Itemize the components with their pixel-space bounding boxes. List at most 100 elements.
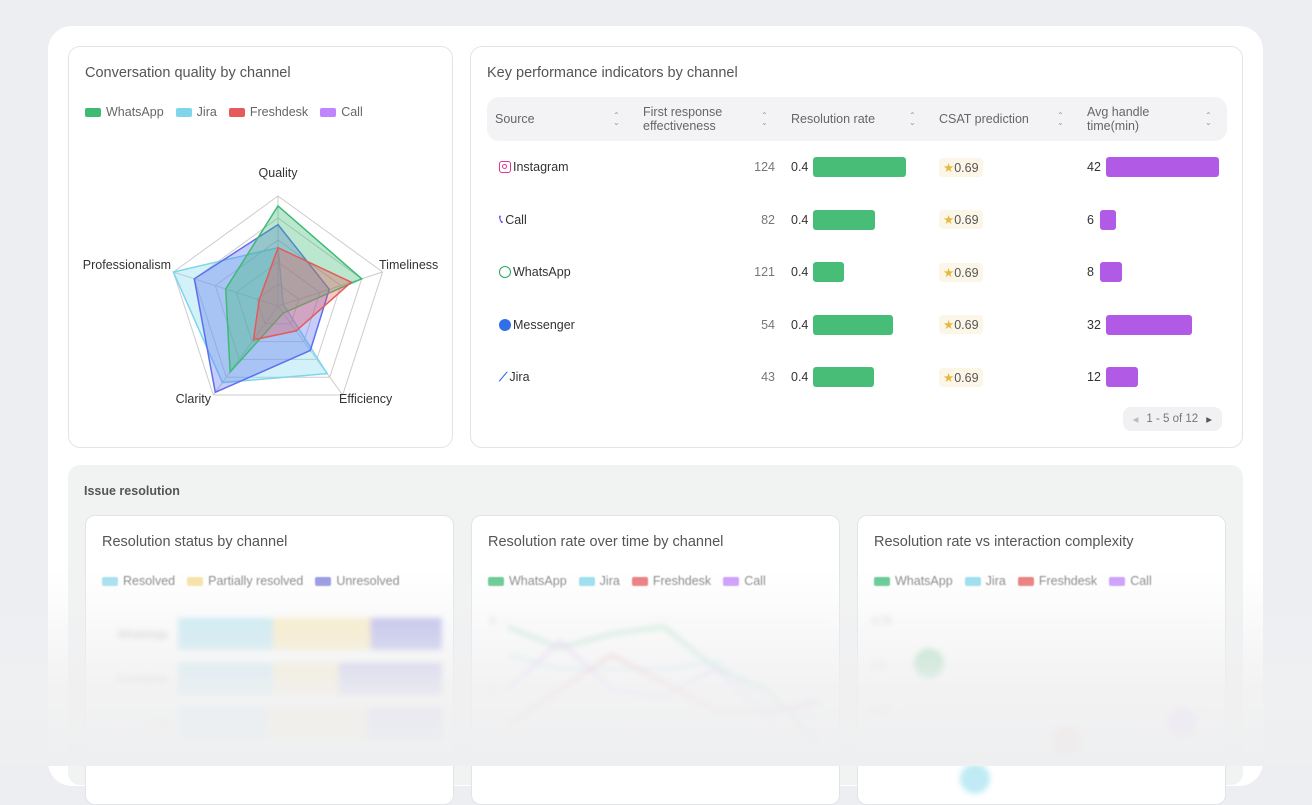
legend-item[interactable]: WhatsApp [874, 574, 953, 588]
sort-icon[interactable]: ⌃ ⌄ [613, 111, 620, 127]
scatter-point[interactable] [960, 763, 990, 794]
stacked-bar-segment[interactable] [178, 663, 274, 695]
radar-series-jira[interactable] [172, 246, 329, 384]
column-resolution-rate[interactable]: Resolution rate [791, 112, 876, 126]
legend-label: Call [744, 574, 766, 588]
radar-grid-ring [172, 195, 384, 396]
legend-item[interactable]: Call [723, 574, 766, 588]
source-name: Messenger [513, 317, 575, 332]
stacked-bar-segment[interactable] [273, 663, 340, 695]
csat-badge: ★0.69 [939, 210, 983, 229]
legend-item[interactable]: Jira [578, 574, 620, 588]
radar-series-whatsapp[interactable] [224, 204, 364, 374]
legend-swatch [85, 107, 101, 117]
stacked-bar-segment[interactable] [178, 618, 274, 650]
line-series[interactable] [507, 653, 821, 720]
card-title: Resolution rate vs interaction complexit… [874, 534, 1134, 550]
scatter-point[interactable] [914, 648, 944, 679]
legend-label: WhatsApp [509, 574, 567, 588]
category-label: WhatsApp [117, 629, 168, 641]
resolution-status-card: Resolution status by channel Resolved Par… [85, 515, 454, 805]
csat-value: 0.69 [954, 160, 979, 175]
scatter-point[interactable] [1052, 726, 1082, 757]
column-first-response[interactable]: First response effectiveness [643, 105, 723, 133]
csat-badge: ★0.69 [939, 262, 983, 282]
sort-icon[interactable]: ⌃ ⌄ [1057, 111, 1064, 127]
column-csat[interactable]: CSAT prediction [939, 112, 1029, 126]
radar-spoke [277, 271, 383, 307]
legend-label: Unresolved [336, 574, 400, 588]
table-row[interactable]: Instagram 124 0.4 ★0.69 42 [487, 152, 1227, 182]
y-tick-label: 1 [490, 686, 496, 697]
table-row[interactable]: ⟋ Jira 43 0.4 ★0.69 12 [487, 362, 1227, 392]
legend-swatch [723, 576, 740, 586]
radar-axis-label: Professionalism [83, 258, 171, 272]
scatter-point[interactable] [1167, 708, 1197, 739]
csat-value: 0.69 [954, 370, 979, 385]
radar-card: Conversation quality by channel WhatsApp… [68, 46, 453, 448]
legend-swatch [578, 576, 595, 586]
table-row[interactable]: Messenger 54 0.4 ★0.69 32 [487, 310, 1227, 340]
legend-item[interactable]: Freshdesk [1017, 574, 1097, 588]
legend-swatch [320, 107, 337, 117]
stacked-bar-segment[interactable] [267, 708, 369, 740]
legend-item[interactable]: Call [320, 105, 363, 119]
radar-axis-label: Quality [259, 166, 299, 180]
stacked-bar-segment[interactable] [273, 618, 371, 650]
legend-item[interactable]: Call [1109, 574, 1152, 588]
sort-icon[interactable]: ⌃ ⌄ [909, 111, 916, 127]
legend-item[interactable]: Jira [175, 105, 217, 119]
legend-label: Freshdesk [652, 574, 712, 588]
stacked-bar-segment[interactable] [178, 708, 268, 740]
handle-time-value: 32 [1087, 317, 1101, 332]
stacked-bar-chart: WhatsApp Freshdesk Call [117, 618, 442, 740]
legend-label: Jira [985, 574, 1006, 588]
legend-item[interactable]: Resolved [102, 574, 175, 588]
star-icon: ★ [943, 318, 955, 332]
legend-item[interactable]: WhatsApp [488, 574, 567, 588]
card-title: Resolution status by channel [102, 534, 288, 550]
table-row[interactable]: 📞︎ Call 82 0.4 ★0.69 6 [487, 205, 1227, 235]
stacked-bar-segment[interactable] [370, 618, 442, 650]
legend-label: WhatsApp [106, 105, 164, 119]
legend-swatch [1017, 576, 1034, 586]
legend-item[interactable]: Freshdesk [631, 574, 712, 588]
table-header: Source ⌃ ⌄ First response effectiveness ⌃… [487, 97, 1227, 141]
radar-legend: WhatsApp Jira Freshdesk Call [85, 105, 363, 119]
legend-item[interactable]: Jira [964, 574, 1006, 588]
column-source[interactable]: Source [495, 112, 535, 126]
source-name: Jira [509, 370, 530, 384]
column-handle-time[interactable]: Avg handle time(min) [1087, 105, 1150, 133]
y-tick-label: 0.25 [872, 706, 892, 717]
legend-swatch [1109, 576, 1126, 586]
next-page-icon[interactable]: ▸ [1206, 414, 1212, 426]
legend-swatch [175, 107, 192, 117]
handle-time-bar [1106, 157, 1219, 177]
sort-icon[interactable]: ⌃ ⌄ [761, 111, 768, 127]
handle-time-value: 42 [1087, 160, 1101, 174]
stacked-bar-segment[interactable] [368, 708, 442, 740]
resolution-rate-bar [813, 262, 844, 282]
star-icon: ★ [943, 370, 955, 385]
handle-time-bar [1100, 262, 1122, 282]
handle-time-bar [1106, 367, 1139, 387]
sort-icon[interactable]: ⌃ ⌄ [1205, 111, 1212, 127]
legend-item[interactable]: Partially resolved [187, 574, 303, 588]
radar-title: Conversation quality by channel [85, 65, 291, 81]
category-label: Freshdesk [117, 674, 169, 686]
resolution-rate-value: 0.4 [791, 317, 809, 332]
table-row[interactable]: WhatsApp 121 0.4 ★0.69 8 [487, 257, 1227, 287]
stacked-bar-segment[interactable] [339, 663, 442, 695]
csat-badge: ★0.69 [939, 367, 983, 387]
radar-series-call[interactable] [193, 223, 331, 394]
prev-page-icon[interactable]: ◂ [1132, 414, 1139, 426]
resolution-rate-bar [813, 157, 906, 177]
legend-item[interactable]: Unresolved [315, 574, 400, 588]
legend-item[interactable]: WhatsApp [85, 105, 164, 119]
radar-series-freshdesk[interactable] [252, 246, 353, 341]
legend-item[interactable]: Freshdesk [228, 105, 308, 119]
resolution-rate-value: 0.4 [791, 265, 809, 279]
legend-swatch [488, 576, 504, 586]
radar-grid-ring [235, 261, 321, 343]
kpi-card: Key performance indicators by channel So… [470, 46, 1243, 448]
